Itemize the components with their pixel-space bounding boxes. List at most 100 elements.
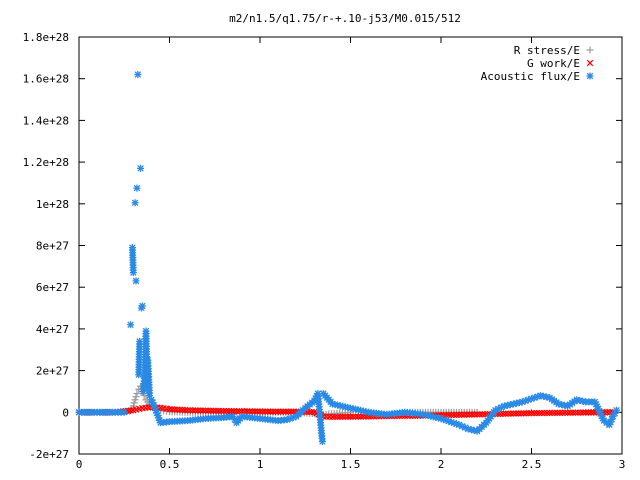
data-point xyxy=(186,407,194,414)
data-point xyxy=(238,407,246,415)
data-point xyxy=(611,409,619,417)
data-point xyxy=(236,407,243,415)
data-point xyxy=(499,410,507,418)
data-point xyxy=(564,409,571,416)
data-point xyxy=(582,409,590,416)
axis-ticks: -2e+27 0 2e+27 4e+27 6e+27 8e+27 1e+28 1.2e+28 1… xyxy=(23,31,626,471)
y-tick-label: 1e+28 xyxy=(36,198,69,211)
data-point xyxy=(171,406,178,413)
data-point xyxy=(272,408,279,415)
data-point xyxy=(517,410,525,417)
data-point xyxy=(342,413,349,420)
data-point xyxy=(308,408,315,416)
legend-marker xyxy=(586,72,594,80)
legend-label: R stress/E xyxy=(514,44,580,57)
data-point xyxy=(277,408,284,415)
series-2 xyxy=(75,71,621,445)
data-point xyxy=(590,409,597,416)
data-point xyxy=(541,409,548,417)
data-point xyxy=(189,407,197,414)
data-point xyxy=(561,409,569,417)
legend-marker xyxy=(586,46,594,54)
data-point xyxy=(354,413,362,420)
x-tick-label: 0 xyxy=(76,458,83,471)
data-point xyxy=(334,413,341,421)
data-point xyxy=(520,410,528,417)
legend-label: G work/E xyxy=(527,57,580,70)
data-point xyxy=(133,184,141,192)
data-point xyxy=(502,410,509,417)
data-point xyxy=(579,409,587,416)
y-tick-label: 8e+27 xyxy=(36,240,69,253)
data-point xyxy=(543,409,551,417)
data-point xyxy=(523,409,530,417)
data-point xyxy=(132,277,140,285)
data-point xyxy=(463,411,471,418)
data-point xyxy=(448,411,455,419)
data-point xyxy=(212,407,220,415)
data-point xyxy=(567,409,574,416)
y-tick-label: 4e+27 xyxy=(36,323,69,336)
data-point xyxy=(233,407,240,415)
data-point xyxy=(349,413,357,420)
data-point xyxy=(344,413,352,420)
data-point xyxy=(192,407,199,414)
data-point xyxy=(131,396,139,404)
data-point xyxy=(352,413,359,420)
data-point xyxy=(510,410,517,417)
data-point xyxy=(287,408,295,415)
data-point xyxy=(130,399,138,407)
data-point xyxy=(318,437,326,445)
data-point xyxy=(285,408,292,415)
chart-title: m2/n1.5/q1.75/r-+.10-j53/M0.015/512 xyxy=(229,12,461,25)
data-point xyxy=(577,409,584,416)
data-point xyxy=(556,409,564,417)
data-point xyxy=(129,269,137,277)
x-tick-label: 3 xyxy=(619,458,626,471)
legend-marker xyxy=(586,59,594,67)
data-point xyxy=(461,411,468,418)
y-tick-label: 1.6e+28 xyxy=(23,73,69,86)
data-point xyxy=(184,406,191,414)
data-point xyxy=(362,413,370,420)
data-point xyxy=(453,411,460,419)
data-point xyxy=(215,407,222,415)
x-tick-label: 2 xyxy=(438,458,445,471)
data-point xyxy=(197,407,204,414)
data-point xyxy=(535,409,543,417)
data-point xyxy=(223,407,230,415)
data-point xyxy=(131,199,139,207)
data-point xyxy=(136,337,144,345)
data-point xyxy=(220,407,228,415)
y-tick-label: -2e+27 xyxy=(29,448,69,461)
x-tick-label: 1 xyxy=(257,458,264,471)
plot-frame xyxy=(78,36,623,455)
data-point xyxy=(538,409,546,417)
data-point xyxy=(217,407,225,415)
data-point xyxy=(587,409,595,416)
data-point xyxy=(269,408,277,415)
data-point xyxy=(339,413,347,421)
data-point xyxy=(468,411,476,418)
data-point xyxy=(179,406,186,414)
x-tick-label: 0.5 xyxy=(160,458,180,471)
data-point xyxy=(205,407,212,414)
data-point xyxy=(458,411,465,419)
data-point xyxy=(471,411,478,418)
data-point xyxy=(504,410,512,417)
data-point xyxy=(559,409,566,417)
data-point xyxy=(473,411,481,418)
data-point xyxy=(331,413,339,421)
data-point xyxy=(264,408,272,415)
y-tick-label: 1.4e+28 xyxy=(23,114,69,127)
data-point xyxy=(251,408,259,415)
data-point xyxy=(445,411,453,419)
data-point xyxy=(259,408,266,415)
data-point xyxy=(280,408,287,415)
data-point xyxy=(138,302,146,310)
data-point xyxy=(507,410,515,417)
data-point xyxy=(347,413,354,420)
data-point xyxy=(528,409,535,417)
